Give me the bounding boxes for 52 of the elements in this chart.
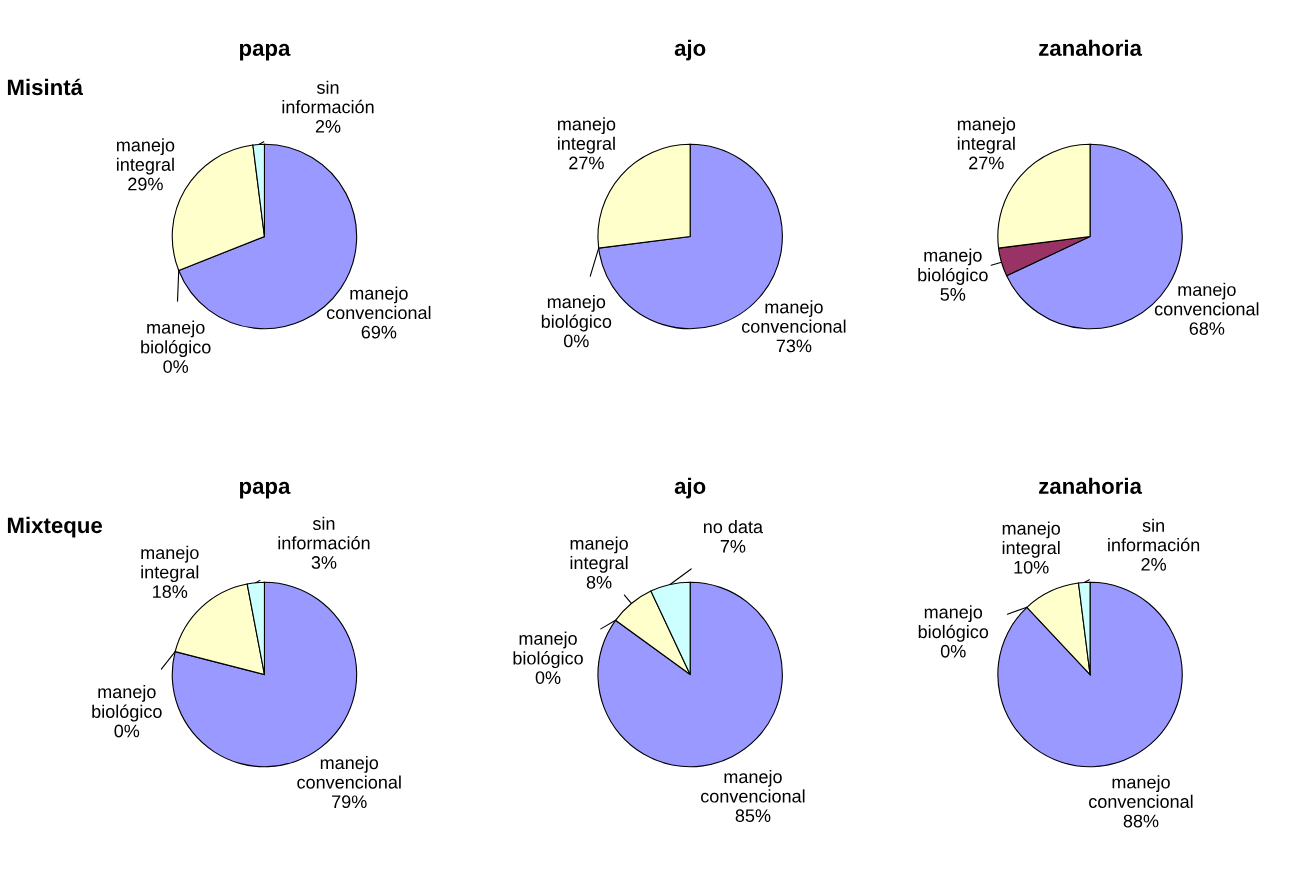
text: 0% bbox=[535, 671, 561, 684]
data-label: 69% bbox=[361, 325, 397, 339]
category-label: manejo biológico bbox=[513, 631, 583, 669]
data-label: 7% bbox=[720, 540, 746, 553]
legend-label: manejo biológico bbox=[918, 605, 989, 642]
text: 0% bbox=[163, 360, 189, 373]
slice-label: manejo integral bbox=[957, 117, 1016, 154]
chart-title: ajo bbox=[674, 39, 706, 61]
slice-label: no data bbox=[703, 519, 764, 534]
data-label: 18% bbox=[153, 585, 188, 598]
chart-title: papa bbox=[239, 43, 291, 61]
slice-label: manejo convencional bbox=[297, 755, 401, 789]
legend-label: manejo biológico bbox=[141, 320, 211, 358]
slice-label: manejo integral bbox=[570, 536, 628, 573]
data-label: 27% bbox=[969, 156, 1004, 170]
text: 0% bbox=[940, 644, 966, 658]
data-label: 8% bbox=[586, 575, 612, 589]
data-label: 3% bbox=[311, 556, 337, 569]
data-label: 10% bbox=[1014, 560, 1049, 574]
chart-title: zanahoria bbox=[1039, 477, 1143, 494]
slice-label: manejo convencional bbox=[1154, 282, 1259, 316]
data-label: 79% bbox=[332, 795, 367, 809]
slice-label: sin información bbox=[1108, 518, 1200, 552]
slice-label: manejo convencional bbox=[701, 769, 805, 803]
slice-label: manejo integral bbox=[557, 117, 616, 154]
data-label: 27% bbox=[569, 156, 604, 170]
data-label: 2% bbox=[315, 120, 341, 133]
text: 0% bbox=[114, 724, 140, 738]
text: Mixteque bbox=[7, 516, 102, 538]
data-label: 2% bbox=[1141, 558, 1167, 571]
slice-label: sin información bbox=[282, 80, 374, 114]
slice-label: sin información bbox=[278, 516, 370, 550]
text: Misintá bbox=[7, 78, 84, 96]
data-label: 85% bbox=[735, 809, 771, 823]
slice-label: manejo integral bbox=[116, 138, 175, 175]
legend-label: manejo biológico bbox=[92, 684, 162, 722]
slice-label: manejo integral bbox=[1002, 521, 1061, 558]
text: 0% bbox=[563, 334, 589, 348]
slice-label: manejo convencional bbox=[741, 300, 846, 333]
slice-label: manejo biológico bbox=[918, 248, 988, 285]
data-label: 5% bbox=[940, 288, 966, 301]
slice-label: manejo integral bbox=[141, 545, 199, 583]
chart-title: ajo bbox=[674, 477, 706, 499]
data-label: 68% bbox=[1189, 322, 1225, 335]
slice-label: manejo convencional bbox=[326, 286, 431, 320]
chart-title: zanahoria bbox=[1039, 39, 1143, 56]
data-label: 73% bbox=[776, 339, 812, 353]
legend-label: manejo biológico bbox=[541, 294, 612, 332]
data-label: 88% bbox=[1123, 814, 1159, 828]
chart-title: papa bbox=[239, 481, 291, 499]
slice-label: manejo convencional bbox=[1089, 775, 1193, 808]
data-label: 29% bbox=[128, 177, 163, 191]
